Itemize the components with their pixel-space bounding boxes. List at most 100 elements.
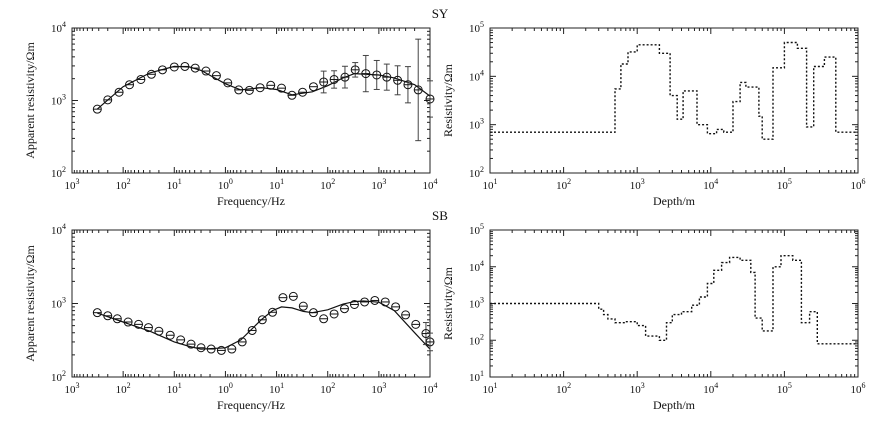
y-tick-base: 10	[469, 335, 481, 347]
y-tick-base: 10	[469, 299, 481, 311]
x-tick-base: 10	[116, 180, 128, 192]
x-tick-exponent: 1	[494, 177, 498, 186]
x-tick-exponent: 1	[178, 177, 182, 186]
panel-p2: 101 102 103 104 105 106102103104105Depth/mRes…	[432, 6, 866, 208]
y-tick-base: 10	[469, 262, 481, 274]
x-axis-label: Frequency/Hz	[217, 398, 285, 412]
y-tick-base: 10	[469, 120, 481, 132]
x-tick-label: 103	[65, 381, 80, 396]
x-tick-exponent: 4	[714, 381, 718, 390]
y-tick-exponent: 2	[62, 165, 66, 174]
x-tick-label: 100	[218, 381, 233, 396]
x-tick-exponent: 4	[714, 177, 718, 186]
x-tick-label: 102	[116, 381, 131, 396]
panel-p3: 103 102 101 100 101 102 103 104102103104Frequen…	[23, 208, 448, 412]
y-tick-base: 10	[469, 71, 481, 83]
y-axis-label: Apparent resistivity/Ωm	[23, 245, 37, 362]
y-axis-label: Apparent resistivity/Ωm	[23, 42, 37, 159]
x-tick-base: 10	[630, 180, 642, 192]
y-tick-label: 101	[469, 369, 484, 384]
x-tick-base: 10	[851, 384, 863, 396]
y-tick-label: 103	[51, 296, 66, 311]
x-tick-base: 10	[167, 384, 179, 396]
x-tick-exponent: 2	[127, 177, 131, 186]
y-tick-exponent: 2	[480, 332, 484, 341]
x-tick-exponent: 3	[382, 177, 386, 186]
x-tick-exponent: 2	[331, 381, 335, 390]
y-tick-exponent: 4	[480, 68, 484, 77]
x-tick-exponent: 5	[788, 177, 792, 186]
x-tick-exponent: 1	[178, 381, 182, 390]
y-tick-exponent: 3	[62, 93, 66, 102]
x-tick-base: 10	[269, 384, 281, 396]
y-tick-label: 103	[51, 93, 66, 108]
y-tick-label: 103	[469, 117, 484, 132]
y-tick-exponent: 4	[62, 20, 66, 29]
x-tick-exponent: 3	[641, 381, 645, 390]
y-tick-exponent: 3	[62, 296, 66, 305]
resistivity-model-line	[490, 41, 858, 140]
y-axis-label: Resistivity/Ωm	[441, 63, 455, 137]
y-tick-base: 10	[51, 372, 63, 384]
x-tick-base: 10	[703, 180, 715, 192]
x-tick-base: 10	[483, 180, 495, 192]
y-tick-exponent: 5	[480, 222, 484, 231]
x-tick-label: 103	[65, 177, 80, 192]
x-tick-label: 105	[777, 381, 792, 396]
axes-frame	[71, 229, 431, 378]
x-tick-label: 101	[167, 177, 182, 192]
x-tick-base: 10	[320, 384, 332, 396]
x-tick-label: 106	[851, 177, 866, 192]
x-tick-label: 101	[269, 177, 284, 192]
x-tick-label: 102	[556, 177, 571, 192]
y-tick-base: 10	[469, 168, 481, 180]
x-tick-exponent: 2	[127, 381, 131, 390]
x-tick-base: 10	[423, 180, 435, 192]
x-tick-base: 10	[320, 180, 332, 192]
y-tick-exponent: 2	[62, 369, 66, 378]
panel-label: SY	[432, 6, 449, 21]
x-tick-base: 10	[703, 384, 715, 396]
y-tick-label: 103	[469, 296, 484, 311]
x-tick-exponent: 6	[862, 381, 866, 390]
y-tick-base: 10	[469, 23, 481, 35]
y-tick-label: 104	[469, 68, 484, 83]
y-tick-exponent: 4	[62, 222, 66, 231]
x-axis-label: Frequency/Hz	[217, 194, 285, 208]
x-tick-exponent: 3	[76, 177, 80, 186]
x-tick-base: 10	[116, 384, 128, 396]
y-tick-base: 10	[51, 168, 63, 180]
x-tick-exponent: 3	[641, 177, 645, 186]
y-tick-exponent: 5	[480, 20, 484, 29]
x-tick-exponent: 2	[567, 177, 571, 186]
x-tick-exponent: 0	[229, 177, 233, 186]
y-tick-label: 102	[51, 369, 66, 384]
x-tick-label: 101	[167, 381, 182, 396]
axes-frame	[489, 27, 859, 174]
y-tick-label: 104	[51, 20, 66, 35]
y-tick-exponent: 3	[480, 117, 484, 126]
x-tick-exponent: 0	[229, 381, 233, 390]
y-axis-label: Resistivity/Ωm	[441, 266, 455, 340]
y-tick-label: 102	[469, 332, 484, 347]
y-tick-label: 104	[469, 259, 484, 274]
x-tick-base: 10	[218, 384, 230, 396]
x-tick-base: 10	[556, 180, 568, 192]
x-tick-base: 10	[371, 180, 383, 192]
panel-p1: 103 102 101 100 101 102 103 104102103104Frequen…	[23, 20, 438, 208]
model-response-curve	[97, 300, 431, 350]
x-tick-base: 10	[851, 180, 863, 192]
x-tick-base: 10	[269, 180, 281, 192]
y-tick-label: 105	[469, 222, 484, 237]
y-tick-exponent: 4	[480, 259, 484, 268]
y-tick-label: 105	[469, 20, 484, 35]
x-tick-label: 101	[483, 381, 498, 396]
x-tick-label: 103	[630, 177, 645, 192]
x-tick-exponent: 4	[434, 381, 438, 390]
x-tick-label: 104	[703, 177, 718, 192]
x-tick-base: 10	[556, 384, 568, 396]
x-tick-base: 10	[630, 384, 642, 396]
y-tick-base: 10	[469, 372, 481, 384]
x-tick-label: 103	[630, 381, 645, 396]
